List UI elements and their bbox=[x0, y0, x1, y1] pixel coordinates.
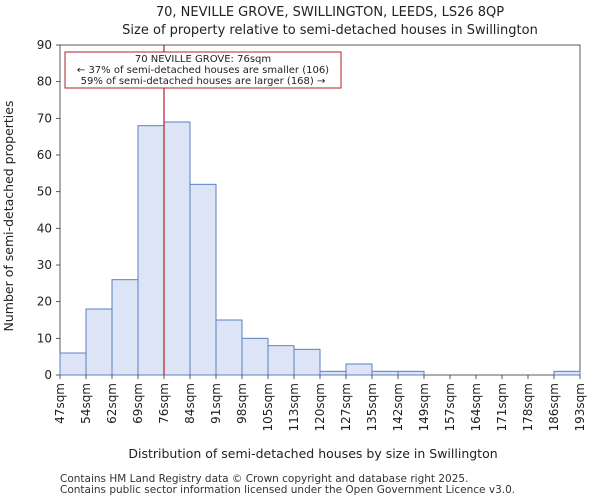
x-tick-label: 149sqm bbox=[417, 383, 431, 431]
y-tick-label: 70 bbox=[37, 111, 52, 125]
histogram-bar bbox=[215, 319, 243, 376]
histogram-chart: 70, NEVILLE GROVE, SWILLINGTON, LEEDS, L… bbox=[1, 5, 587, 461]
y-tick-label: 30 bbox=[37, 258, 52, 272]
histogram-bar bbox=[163, 121, 191, 376]
x-tick-label: 164sqm bbox=[469, 383, 483, 431]
x-tick-label: 76sqm bbox=[157, 383, 171, 424]
y-tick-label: 80 bbox=[37, 75, 52, 89]
x-tick-label: 127sqm bbox=[339, 383, 353, 431]
x-tick-label: 142sqm bbox=[391, 383, 405, 431]
x-tick-label: 171sqm bbox=[495, 383, 509, 431]
x-tick-label: 62sqm bbox=[105, 383, 119, 424]
annotation-smaller: ← 37% of semi-detached houses are smalle… bbox=[77, 65, 329, 76]
annotation-title: 70 NEVILLE GROVE: 76sqm bbox=[135, 54, 271, 65]
x-tick-label: 135sqm bbox=[365, 383, 379, 431]
x-tick-label: 98sqm bbox=[235, 383, 249, 424]
chart-title: 70, NEVILLE GROVE, SWILLINGTON, LEEDS, L… bbox=[156, 5, 504, 20]
x-tick-label: 178sqm bbox=[521, 383, 535, 431]
footer-copyright: Contains HM Land Registry data © Crown c… bbox=[60, 473, 469, 485]
histogram-bar bbox=[59, 352, 87, 376]
x-axis-label: Distribution of semi-detached houses by … bbox=[128, 446, 497, 461]
x-tick-label: 47sqm bbox=[53, 383, 67, 424]
footer-licence: Contains public sector information licen… bbox=[60, 484, 516, 496]
histogram-bar bbox=[111, 279, 139, 376]
histogram-bar bbox=[371, 370, 399, 376]
y-tick-label: 90 bbox=[37, 38, 52, 52]
y-tick-label: 20 bbox=[37, 295, 52, 309]
annotation-box bbox=[64, 51, 342, 89]
x-tick-label: 186sqm bbox=[547, 383, 561, 431]
y-tick-label: 50 bbox=[37, 185, 52, 199]
histogram-bar bbox=[267, 345, 295, 376]
histogram-bar bbox=[189, 183, 217, 376]
x-tick-label: 91sqm bbox=[209, 383, 223, 424]
annotation-larger: 59% of semi-detached houses are larger (… bbox=[81, 76, 326, 87]
x-tick-label: 157sqm bbox=[443, 383, 457, 431]
y-tick-label: 40 bbox=[37, 221, 52, 235]
x-tick-label: 193sqm bbox=[573, 383, 587, 431]
x-tick-label: 84sqm bbox=[183, 383, 197, 424]
histogram-bar bbox=[137, 125, 165, 376]
plot-area: 0 10 20 30 40 50 60 70 80 90 47sqm 54sqm 62sqm 69sqm 7… bbox=[37, 38, 587, 431]
y-axis-label: Number of semi-detached properties bbox=[1, 101, 16, 332]
histogram-bar bbox=[241, 337, 269, 376]
histogram-bar bbox=[319, 370, 347, 376]
histogram-bar bbox=[293, 348, 321, 376]
x-tick-label: 54sqm bbox=[79, 383, 93, 424]
histogram-bar bbox=[85, 308, 113, 376]
histogram-bar bbox=[397, 370, 425, 376]
y-tick-label: 10 bbox=[37, 331, 52, 345]
y-tick-label: 0 bbox=[44, 368, 52, 382]
x-tick-label: 120sqm bbox=[313, 383, 327, 431]
x-tick-label: 105sqm bbox=[261, 383, 275, 431]
histogram-bar bbox=[553, 370, 581, 376]
chart-subtitle: Size of property relative to semi-detach… bbox=[122, 23, 538, 38]
x-tick-label: 69sqm bbox=[131, 383, 145, 424]
y-tick-label: 60 bbox=[37, 148, 52, 162]
x-tick-label: 113sqm bbox=[287, 383, 301, 431]
histogram-bar bbox=[345, 363, 373, 376]
